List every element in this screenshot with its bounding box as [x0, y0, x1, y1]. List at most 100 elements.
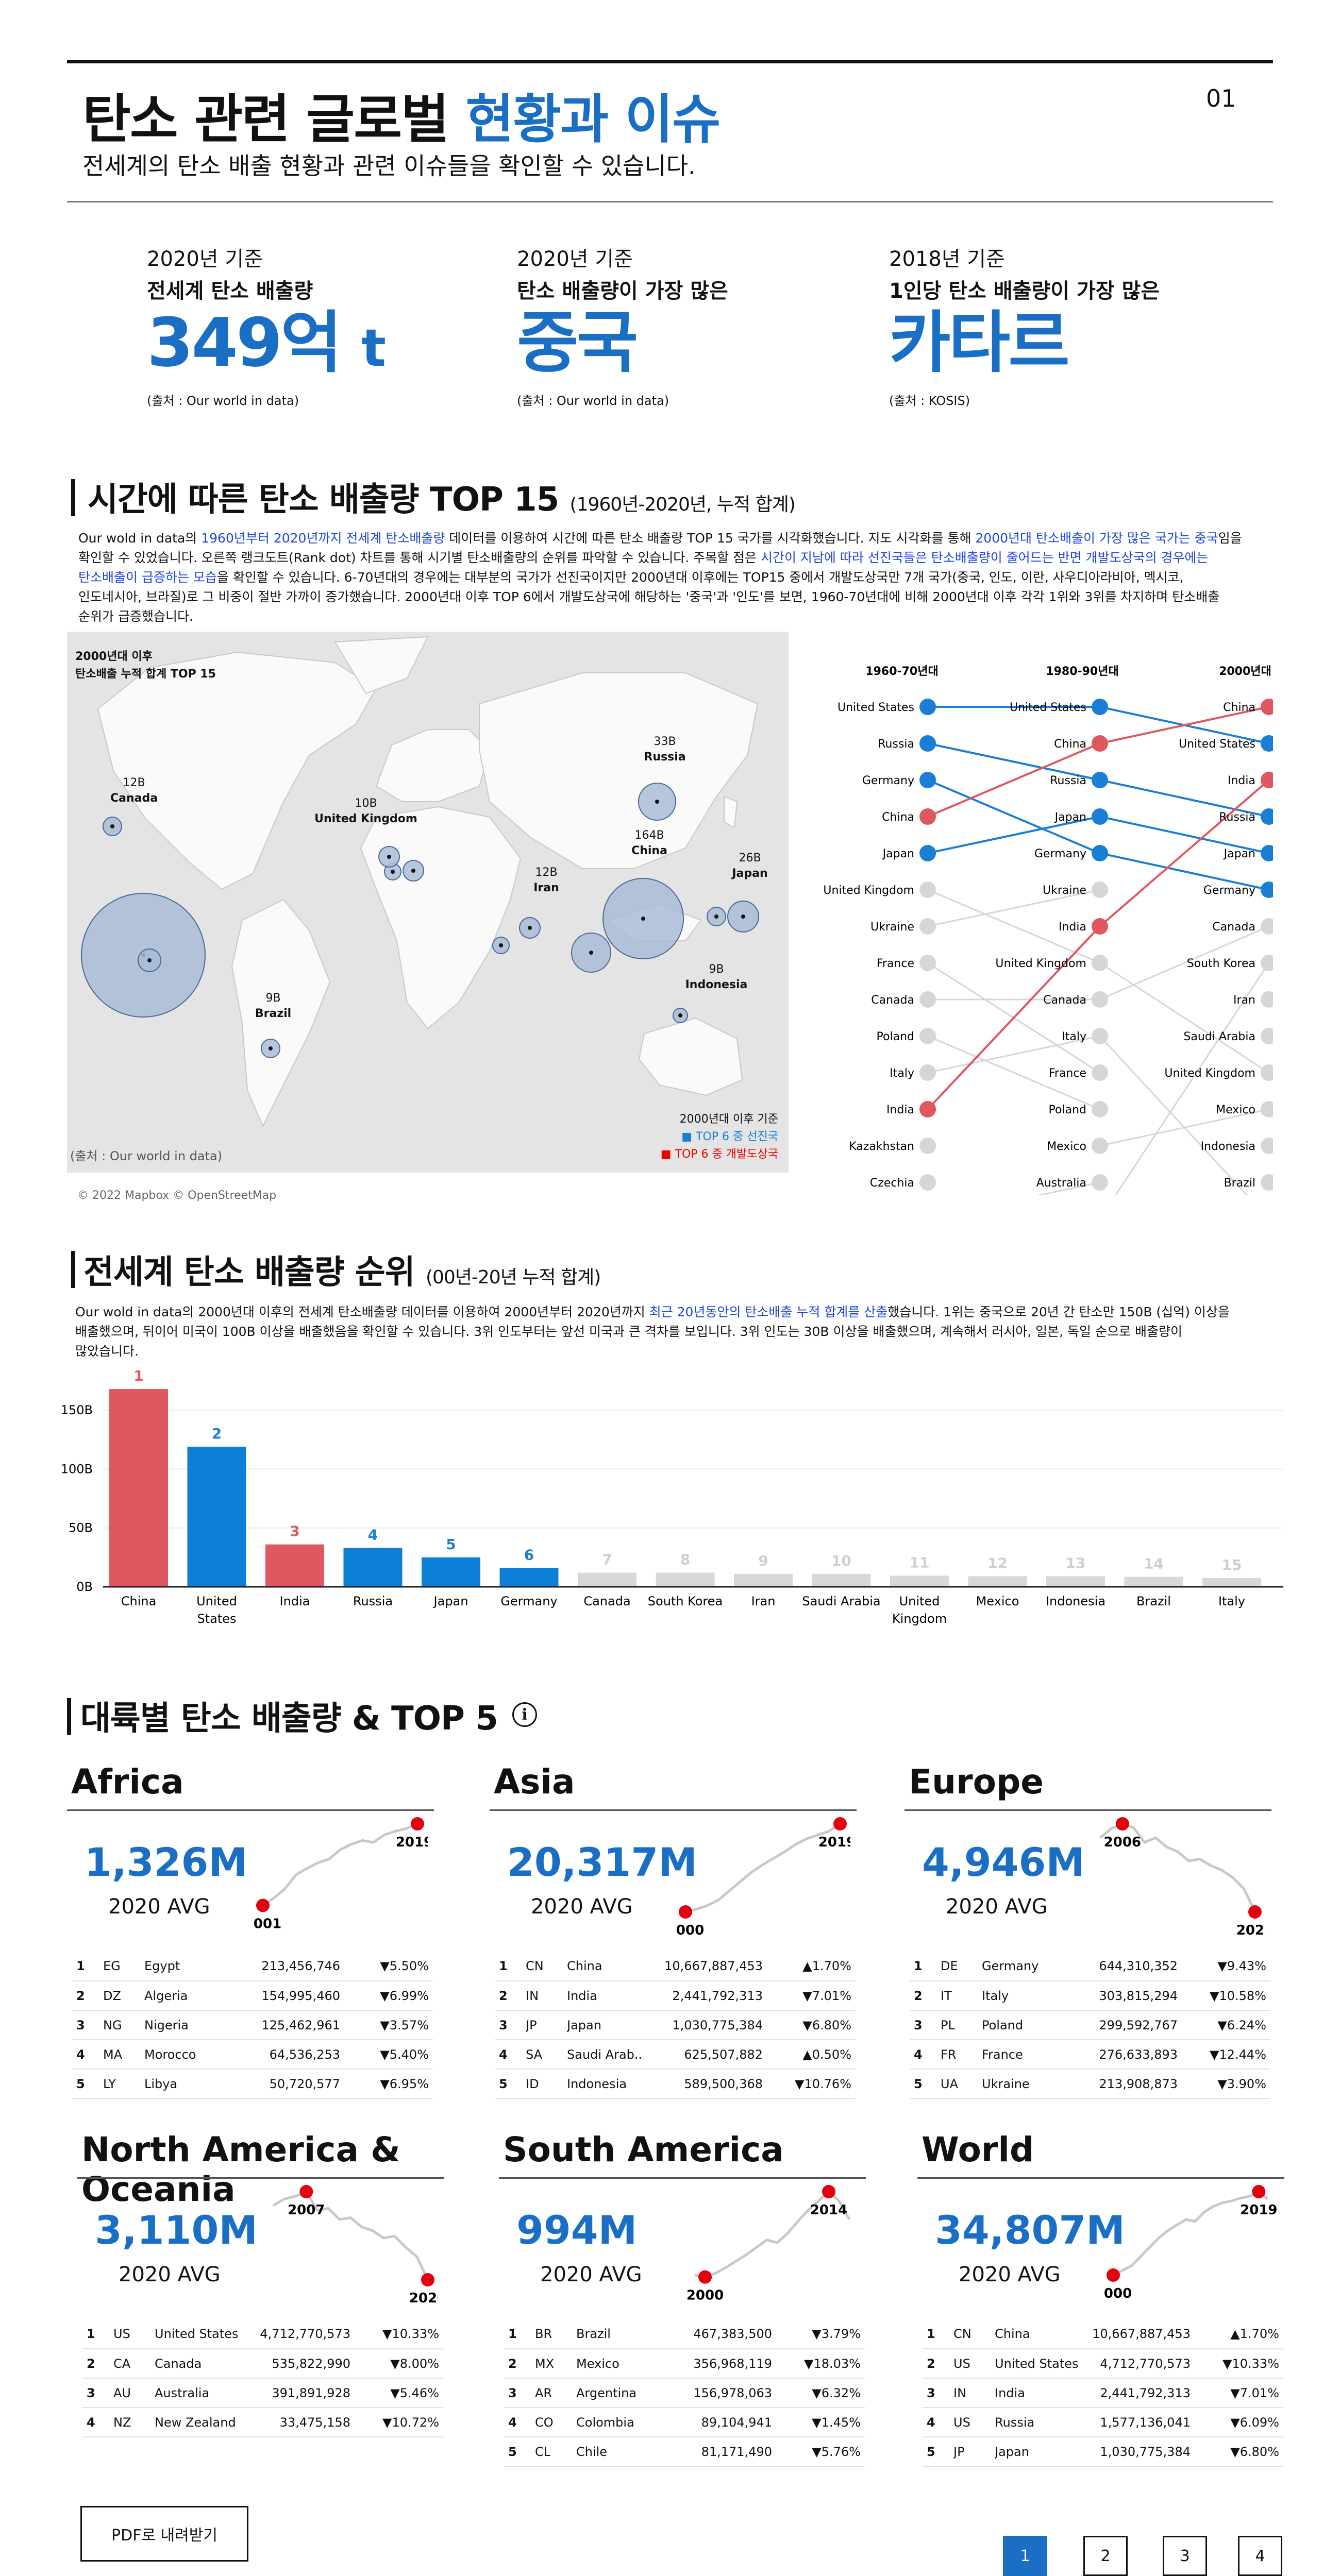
table-row[interactable]: 5 UA Ukraine 213,908,873 ▼3.90%: [910, 2069, 1270, 2099]
sparkline-max-dot[interactable]: [1252, 2185, 1266, 2198]
bar[interactable]: [499, 1568, 559, 1587]
table-row[interactable]: 3 AR Argentina 156,978,063 ▼6.32%: [504, 2378, 865, 2408]
rank-dot[interactable]: [1261, 1174, 1273, 1191]
rank-dot[interactable]: [1092, 772, 1108, 788]
rank-dot[interactable]: [1261, 991, 1273, 1008]
bar[interactable]: [109, 1389, 168, 1587]
bar[interactable]: [1046, 1576, 1105, 1587]
rank-dot[interactable]: [1092, 1064, 1108, 1081]
bar[interactable]: [187, 1447, 246, 1587]
sparkline-min-dot[interactable]: [256, 1899, 270, 1912]
rank-dot[interactable]: [1092, 1174, 1108, 1191]
table-row[interactable]: 1 BR Brazil 467,383,500 ▼3.79%: [504, 2319, 865, 2349]
page-button-3[interactable]: 3: [1163, 2536, 1207, 2576]
rank-dot[interactable]: [1261, 808, 1273, 825]
rank-dot[interactable]: [1092, 918, 1108, 935]
rank-dot[interactable]: [1261, 1028, 1273, 1044]
sparkline-min-dot[interactable]: [1107, 2268, 1120, 2282]
table-row[interactable]: 2 IN India 2,441,792,313 ▼7.01%: [495, 1981, 856, 2011]
bar[interactable]: [734, 1573, 793, 1587]
rank-dot[interactable]: [919, 772, 936, 788]
rank-dot[interactable]: [1092, 882, 1108, 898]
rank-dot[interactable]: [1092, 699, 1108, 715]
rank-dot[interactable]: [919, 845, 936, 861]
rank-dot[interactable]: [1261, 1138, 1273, 1154]
sparkline-max-dot[interactable]: [822, 2185, 835, 2198]
rank-dot[interactable]: [1092, 991, 1108, 1008]
rank-dot[interactable]: [919, 699, 936, 715]
info-icon[interactable]: i: [512, 1702, 537, 1727]
rank-dot[interactable]: [1261, 918, 1273, 935]
sparkline-min-dot[interactable]: [421, 2273, 434, 2286]
table-row[interactable]: 4 US Russia 1,577,136,041 ▼6.09%: [923, 2408, 1283, 2437]
bar[interactable]: [968, 1576, 1027, 1587]
table-row[interactable]: 1 CN China 10,667,887,453 ▲1.70%: [495, 1952, 856, 1981]
bar[interactable]: [343, 1548, 403, 1587]
rank-dot[interactable]: [1092, 1138, 1108, 1154]
rank-dot[interactable]: [1261, 1101, 1273, 1117]
table-row[interactable]: 5 CL Chile 81,171,490 ▼5.76%: [504, 2437, 865, 2467]
sparkline-max-dot[interactable]: [1115, 1817, 1129, 1831]
sparkline-max-dot[interactable]: [411, 1817, 424, 1831]
rank-dot[interactable]: [1261, 772, 1273, 788]
rank-dot[interactable]: [919, 1101, 936, 1117]
rank-dot[interactable]: [1261, 699, 1273, 715]
page-button-2[interactable]: 2: [1083, 2536, 1128, 2576]
rank-dot[interactable]: [919, 1028, 936, 1044]
sparkline-min-dot[interactable]: [698, 2270, 712, 2284]
rank-dot[interactable]: [919, 955, 936, 971]
table-row[interactable]: 1 US United States 4,712,770,573 ▼10.33%: [82, 2319, 443, 2349]
rank-dot[interactable]: [919, 918, 936, 935]
pdf-download-button[interactable]: PDF로 내려받기: [80, 2506, 248, 2562]
table-row[interactable]: 5 JP Japan 1,030,775,384 ▼6.80%: [923, 2437, 1283, 2467]
table-row[interactable]: 5 LY Libya 50,720,577 ▼6.95%: [72, 2069, 433, 2099]
sparkline-max-dot[interactable]: [299, 2185, 313, 2198]
sparkline-max-dot[interactable]: [833, 1817, 847, 1831]
rank-dot[interactable]: [919, 1064, 936, 1081]
table-row[interactable]: 3 JP Japan 1,030,775,384 ▼6.80%: [495, 2010, 856, 2040]
table-row[interactable]: 4 MA Morocco 64,536,253 ▼5.40%: [72, 2040, 433, 2070]
rank-dot[interactable]: [1092, 845, 1108, 861]
page-button-4[interactable]: 4: [1238, 2536, 1282, 2576]
rank-dot[interactable]: [1092, 808, 1108, 825]
table-row[interactable]: 2 CA Canada 535,822,990 ▼8.00%: [82, 2349, 443, 2379]
table-row[interactable]: 3 AU Australia 391,891,928 ▼5.46%: [82, 2378, 443, 2408]
rank-dot[interactable]: [1092, 955, 1108, 971]
bar[interactable]: [812, 1573, 871, 1587]
rank-dot[interactable]: [1261, 735, 1273, 752]
table-row[interactable]: 2 MX Mexico 356,968,119 ▼18.03%: [504, 2349, 865, 2379]
rank-dot[interactable]: [1092, 735, 1108, 752]
rank-dot[interactable]: [919, 882, 936, 898]
bar[interactable]: [422, 1557, 480, 1587]
table-row[interactable]: 3 PL Poland 299,592,767 ▼6.24%: [910, 2010, 1270, 2040]
bar[interactable]: [1202, 1578, 1261, 1587]
sparkline-min-dot[interactable]: [679, 1905, 692, 1919]
sparkline-min-dot[interactable]: [1248, 1905, 1262, 1919]
rank-dot[interactable]: [919, 808, 936, 825]
rank-dot[interactable]: [1261, 845, 1273, 861]
table-row[interactable]: 3 IN India 2,441,792,313 ▼7.01%: [923, 2378, 1283, 2408]
rank-dot[interactable]: [919, 1138, 936, 1154]
table-row[interactable]: 4 CO Colombia 89,104,941 ▼1.45%: [504, 2408, 865, 2437]
table-row[interactable]: 4 NZ New Zealand 33,475,158 ▼10.72%: [82, 2408, 443, 2437]
table-row[interactable]: 1 CN China 10,667,887,453 ▲1.70%: [923, 2319, 1283, 2349]
rank-dot[interactable]: [1092, 1028, 1108, 1044]
table-row[interactable]: 4 FR France 276,633,893 ▼12.44%: [910, 2040, 1270, 2070]
table-row[interactable]: 1 EG Egypt 213,456,746 ▼5.50%: [72, 1952, 433, 1981]
rank-dot[interactable]: [1261, 882, 1273, 898]
table-row[interactable]: 4 SA Saudi Arab.. 625,507,882 ▲0.50%: [495, 2040, 856, 2070]
rank-dot[interactable]: [1261, 1064, 1273, 1081]
bar[interactable]: [1124, 1577, 1183, 1587]
bar[interactable]: [656, 1572, 715, 1587]
table-row[interactable]: 3 NG Nigeria 125,462,961 ▼3.57%: [72, 2010, 433, 2040]
bar[interactable]: [578, 1572, 636, 1587]
rank-dot[interactable]: [919, 735, 936, 752]
table-row[interactable]: 5 ID Indonesia 589,500,368 ▼10.76%: [495, 2069, 856, 2099]
rank-dot[interactable]: [919, 991, 936, 1008]
page-button-1[interactable]: 1: [1003, 2536, 1047, 2576]
table-row[interactable]: 2 IT Italy 303,815,294 ▼10.58%: [910, 1981, 1270, 2011]
bar[interactable]: [265, 1544, 324, 1587]
table-row[interactable]: 1 DE Germany 644,310,352 ▼9.43%: [910, 1952, 1270, 1981]
rank-dot[interactable]: [919, 1174, 936, 1191]
table-row[interactable]: 2 US United States 4,712,770,573 ▼10.33%: [923, 2349, 1283, 2379]
